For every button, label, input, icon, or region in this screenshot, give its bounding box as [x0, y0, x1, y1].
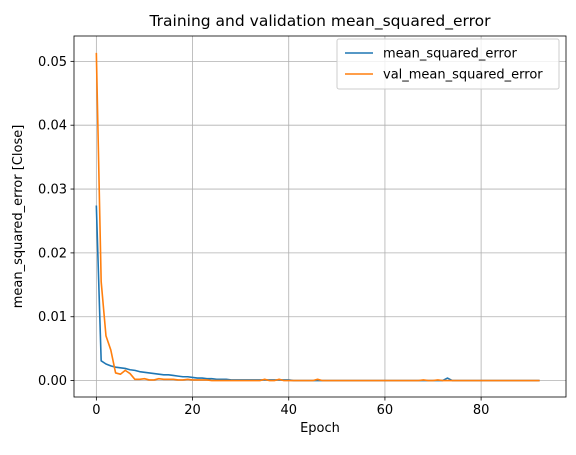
y-tick-label: 0.04	[38, 119, 67, 134]
axes-background	[74, 36, 566, 397]
x-tick-label: 0	[92, 403, 100, 418]
y-tick-label: 0.00	[38, 374, 67, 389]
x-tick-label: 40	[280, 403, 297, 418]
legend-box	[336, 38, 560, 90]
y-axis-label: mean_squared_error [Close]	[11, 125, 26, 309]
legend-label-val-mean-squared-error: val_mean_squared_error	[383, 68, 543, 83]
x-tick-label: 60	[377, 403, 394, 418]
series-line-val-mean-squared-error	[95, 52, 540, 382]
x-tick-label: 20	[184, 403, 201, 418]
x-tick-label: 80	[473, 403, 490, 418]
y-tick-label: 0.05	[38, 55, 67, 70]
plot-area: 0 20 40 60 80 0.00 0.01 0.02 0.03 0.04 0.05	[38, 35, 567, 418]
axes-frame	[73, 35, 567, 398]
y-tick-label: 0.02	[38, 246, 67, 261]
x-axis-ticks: 0 20 40 60 80	[92, 397, 489, 418]
series-layer	[95, 52, 540, 382]
x-axis-label: Epoch	[300, 421, 340, 436]
y-tick-label: 0.01	[38, 310, 67, 325]
chart-title: Training and validation mean_squared_err…	[148, 12, 491, 31]
legend: mean_squared_error val_mean_squared_erro…	[336, 38, 560, 90]
y-axis-ticks: 0.00 0.01 0.02 0.03 0.04 0.05	[38, 55, 74, 389]
y-tick-label: 0.03	[38, 183, 67, 198]
legend-label-mean-squared-error: mean_squared_error	[383, 47, 518, 62]
